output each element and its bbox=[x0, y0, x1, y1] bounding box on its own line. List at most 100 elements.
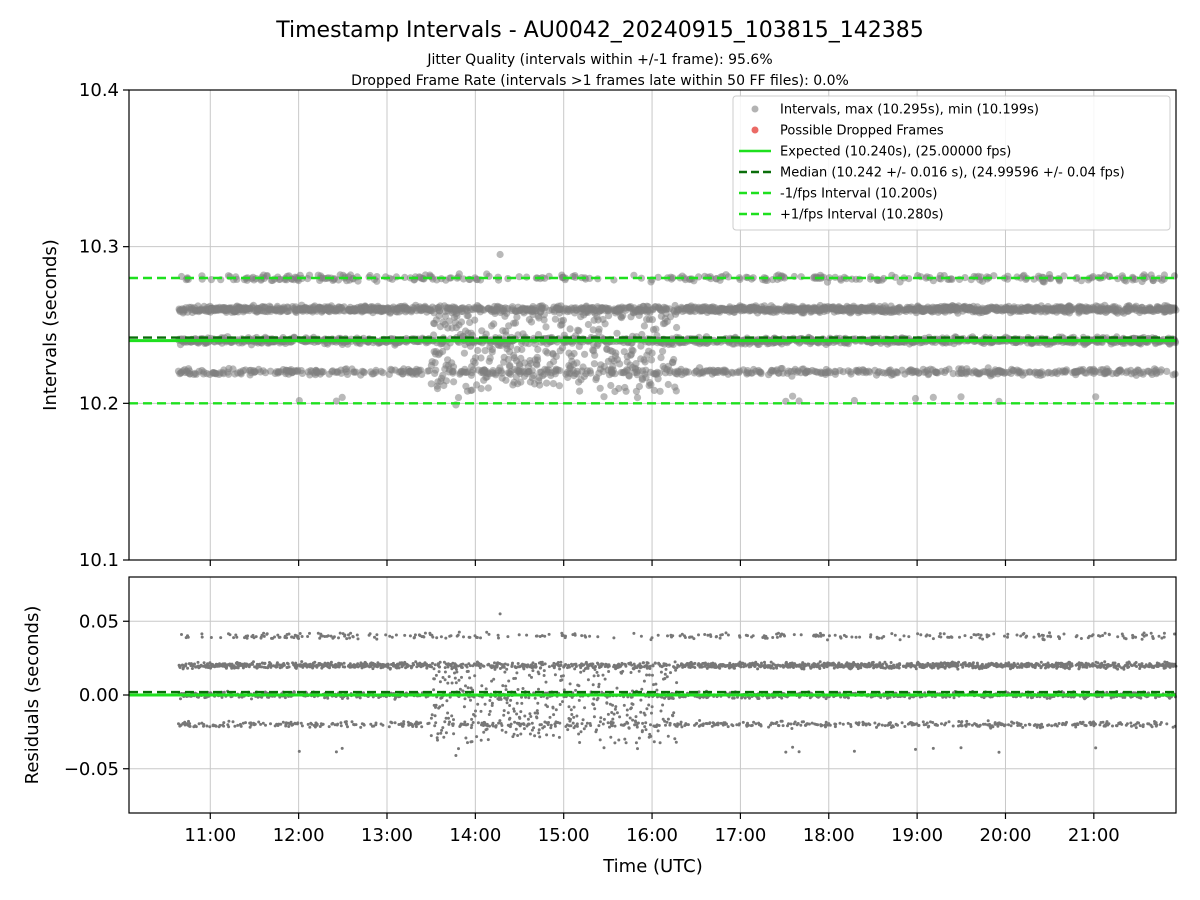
intervals-panel: 10.110.210.310.4 Intervals (seconds) Int… bbox=[40, 80, 1180, 571]
interval-point bbox=[439, 347, 447, 356]
interval-point bbox=[652, 325, 660, 333]
interval-point bbox=[471, 354, 480, 362]
interval-point bbox=[555, 382, 564, 390]
legend-label: Expected (10.240s), (25.00000 fps) bbox=[780, 145, 1011, 160]
interval-point bbox=[551, 315, 560, 323]
residual-point bbox=[228, 633, 232, 637]
interval-point bbox=[589, 326, 597, 334]
residual-point bbox=[315, 722, 319, 726]
interval-point bbox=[531, 340, 539, 348]
residual-point bbox=[202, 723, 206, 726]
residual-point bbox=[375, 637, 379, 641]
residual-point bbox=[397, 666, 401, 670]
residual-point bbox=[300, 635, 304, 638]
interval-point bbox=[575, 327, 583, 335]
residual-point bbox=[384, 633, 388, 637]
interval-point bbox=[596, 384, 604, 392]
residual-point bbox=[209, 636, 213, 639]
interval-point bbox=[584, 320, 593, 329]
residual-point bbox=[281, 720, 285, 724]
residual-point bbox=[257, 720, 261, 724]
interval-point bbox=[401, 273, 409, 281]
residual-point bbox=[186, 635, 190, 639]
residual-point bbox=[386, 663, 390, 667]
interval-point bbox=[664, 380, 672, 389]
interval-point bbox=[298, 369, 306, 377]
residual-point bbox=[286, 662, 290, 666]
residual-point bbox=[433, 724, 437, 728]
residual-point bbox=[390, 635, 394, 639]
interval-point bbox=[484, 384, 492, 392]
interval-point bbox=[654, 273, 662, 281]
interval-point bbox=[511, 319, 520, 327]
residual-point bbox=[431, 661, 434, 665]
interval-point bbox=[600, 393, 608, 401]
residual-point bbox=[408, 634, 412, 638]
residual-point bbox=[406, 664, 410, 667]
interval-point bbox=[464, 312, 472, 320]
residual-point bbox=[200, 635, 204, 639]
residual-point bbox=[343, 633, 347, 637]
legend: Intervals, max (10.295s), min (10.199s)P… bbox=[732, 95, 1171, 231]
residual-point bbox=[411, 725, 415, 728]
interval-point bbox=[867, 273, 875, 281]
legend-entry-2: Expected (10.240s), (25.00000 fps) bbox=[739, 145, 1011, 160]
residual-point bbox=[313, 660, 317, 664]
interval-point bbox=[672, 387, 680, 395]
interval-point bbox=[961, 274, 969, 282]
residual-point bbox=[327, 725, 331, 729]
residual-point bbox=[413, 633, 417, 637]
interval-point bbox=[332, 397, 340, 405]
legend-marker bbox=[751, 126, 759, 134]
residual-point bbox=[239, 724, 243, 728]
interval-point bbox=[797, 273, 805, 281]
residual-point bbox=[205, 724, 209, 728]
residual-point bbox=[222, 724, 226, 728]
residual-point bbox=[422, 635, 426, 639]
chart-subtitle-dropped: Dropped Frame Rate (intervals >1 frames … bbox=[351, 73, 849, 89]
residual-point bbox=[292, 690, 296, 694]
residual-point bbox=[218, 723, 222, 727]
interval-point bbox=[957, 393, 965, 401]
residual-point bbox=[179, 697, 182, 701]
residual-point bbox=[348, 636, 352, 640]
interval-point bbox=[469, 366, 477, 374]
residual-point bbox=[253, 722, 257, 726]
interval-point bbox=[427, 380, 435, 388]
residual-point bbox=[351, 635, 355, 639]
interval-point bbox=[477, 385, 485, 393]
interval-point bbox=[433, 385, 442, 393]
residual-point bbox=[387, 725, 391, 729]
residual-point bbox=[354, 723, 358, 727]
interval-point bbox=[518, 345, 526, 354]
residual-point bbox=[254, 635, 258, 639]
intervals-y-tick-label: 10.4 bbox=[79, 80, 119, 101]
interval-point bbox=[488, 345, 496, 354]
residual-point bbox=[433, 663, 437, 667]
residual-point bbox=[262, 631, 266, 635]
residual-point bbox=[227, 725, 231, 729]
residual-point bbox=[339, 724, 343, 728]
residual-point bbox=[388, 666, 392, 670]
interval-point bbox=[632, 360, 640, 368]
residual-point bbox=[252, 660, 255, 664]
interval-point bbox=[591, 351, 599, 359]
residual-point bbox=[233, 724, 237, 728]
residual-point bbox=[356, 637, 360, 641]
residual-point bbox=[186, 666, 190, 670]
interval-point bbox=[570, 349, 578, 358]
interval-point bbox=[432, 366, 440, 374]
residual-point bbox=[346, 725, 349, 729]
interval-point bbox=[471, 359, 479, 367]
residual-point bbox=[394, 696, 398, 700]
residual-point bbox=[434, 721, 438, 725]
legend-entry-3: Median (10.242 +/- 0.016 s), (24.99596 +… bbox=[739, 166, 1125, 181]
residual-point bbox=[300, 660, 304, 664]
residual-point bbox=[190, 667, 194, 670]
interval-point bbox=[319, 368, 327, 376]
interval-point bbox=[880, 274, 888, 283]
interval-point bbox=[556, 367, 564, 375]
residual-point bbox=[222, 721, 226, 725]
residual-point bbox=[342, 661, 346, 665]
